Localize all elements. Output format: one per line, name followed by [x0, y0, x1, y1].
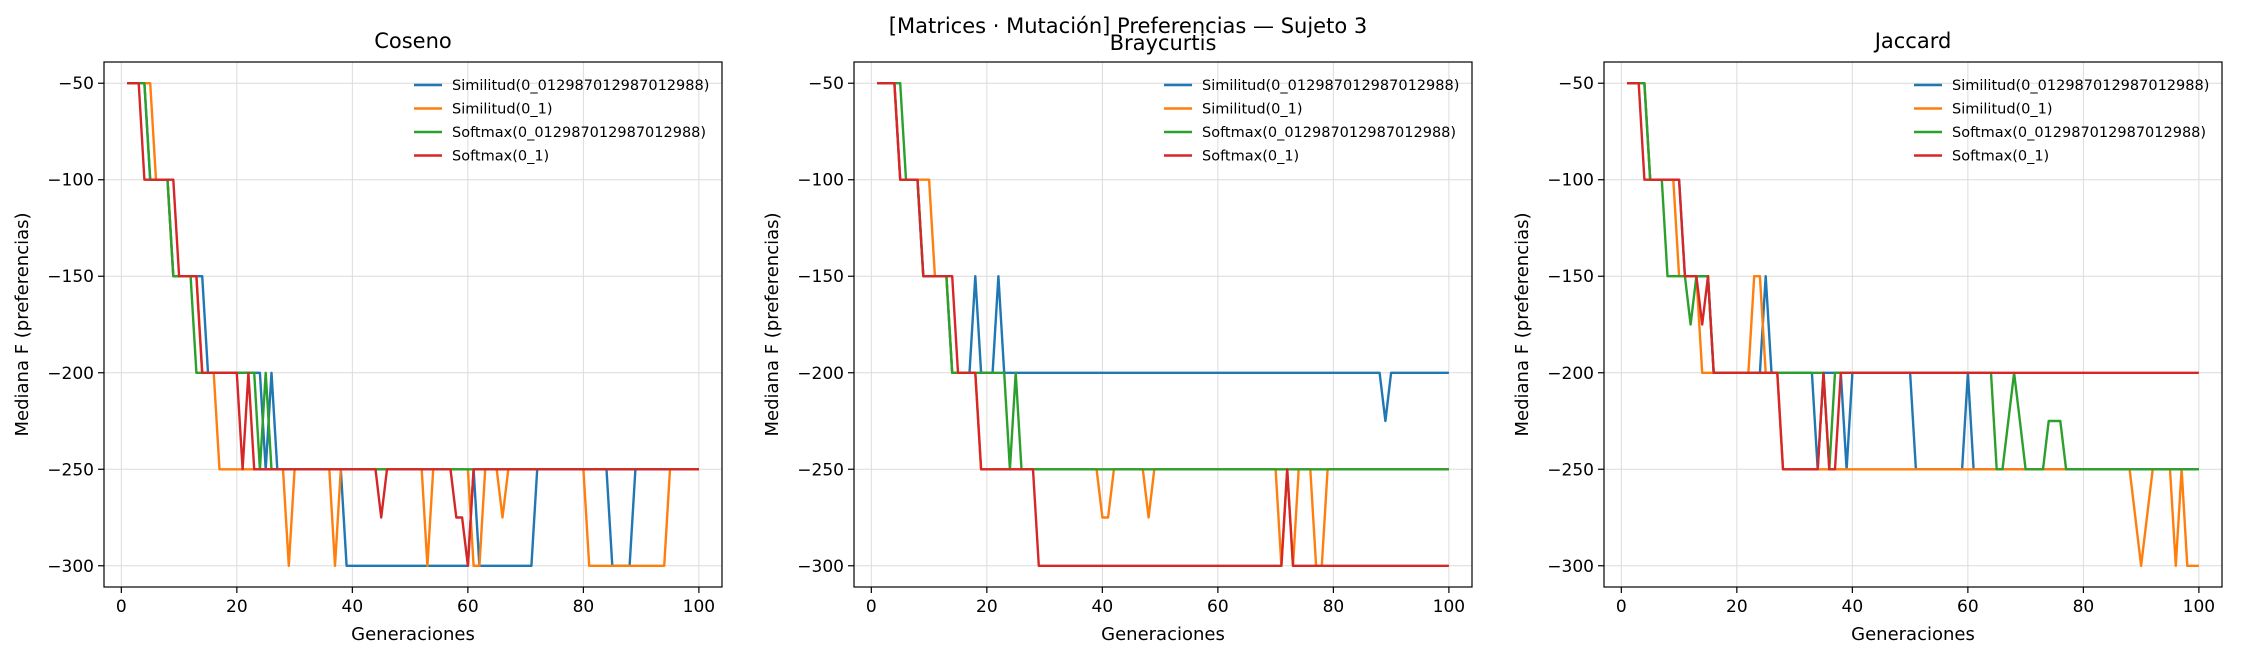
- legend-label: Softmax(0_1): [452, 149, 549, 165]
- legend: Similitud(0_012987012987012988) Similitud…: [1914, 78, 2209, 165]
- x-axis-label: Generaciones: [1101, 624, 1225, 645]
- legend: Similitud(0_012987012987012988) Similitud…: [1164, 78, 1459, 165]
- y-tick-label: −200: [47, 364, 94, 384]
- legend-label: Softmax(0_012987012987012988): [1202, 125, 1456, 141]
- y-axis-label: Mediana F (preferencias): [1512, 212, 1533, 436]
- x-tick-label: 100: [1433, 597, 1465, 617]
- x-tick-label: 60: [1207, 597, 1229, 617]
- legend-label: Similitud(0_012987012987012988): [1202, 78, 1459, 94]
- y-tick-label: −250: [47, 460, 94, 480]
- x-tick-label: 0: [116, 597, 127, 617]
- y-axis-label: Mediana F (preferencias): [762, 212, 783, 436]
- axes-frame: [1603, 61, 2223, 588]
- x-tick-label: 80: [1323, 597, 1345, 617]
- x-tick-label: 20: [976, 597, 998, 617]
- y-tick-label: −100: [47, 171, 94, 191]
- subplot-2: 0 20 40 60 80 100 −50 −100 −150 −200 −250 −300 Jacca…: [1512, 29, 2223, 645]
- legend-label: Similitud(0_1): [452, 102, 553, 118]
- legend-label: Softmax(0_012987012987012988): [452, 125, 706, 141]
- y-tick-label: −200: [797, 364, 844, 384]
- y-tick-label: −250: [1547, 460, 1594, 480]
- y-tick-label: −50: [808, 74, 844, 94]
- subplot-0: 0 20 40 60 80 100 −50 −100 −150 −200 −250 −300 Cosen…: [12, 29, 723, 645]
- y-tick-label: −150: [1547, 267, 1594, 287]
- y-tick-label: −150: [797, 267, 844, 287]
- x-tick-label: 40: [1092, 597, 1114, 617]
- x-tick-label: 100: [2183, 597, 2215, 617]
- x-tick-label: 80: [573, 597, 595, 617]
- x-tick-label: 40: [342, 597, 364, 617]
- legend-label: Similitud(0_1): [1952, 102, 2053, 118]
- x-tick-label: 40: [1842, 597, 1864, 617]
- subplot-1: 0 20 40 60 80 100 −50 −100 −150 −200 −250 −300 Brayc…: [762, 31, 1473, 645]
- legend-label: Similitud(0_012987012987012988): [452, 78, 709, 94]
- y-tick-label: −50: [1558, 74, 1594, 94]
- axes-frame: [103, 61, 723, 588]
- legend: Similitud(0_012987012987012988) Similitud…: [414, 78, 709, 165]
- y-tick-label: −250: [797, 460, 844, 480]
- subplot-title: Jaccard: [1873, 29, 1952, 53]
- legend-label: Similitud(0_012987012987012988): [1952, 78, 2209, 94]
- x-tick-label: 20: [226, 597, 248, 617]
- series-line-3: [127, 82, 699, 567]
- x-tick-label: 0: [866, 597, 877, 617]
- legend-label: Similitud(0_1): [1202, 102, 1303, 118]
- y-tick-label: −50: [58, 74, 94, 94]
- legend-label: Softmax(0_1): [1202, 149, 1299, 165]
- y-axis-label: Mediana F (preferencias): [12, 212, 33, 436]
- series-line-2: [127, 82, 699, 471]
- x-tick-label: 0: [1616, 597, 1627, 617]
- y-tick-label: −150: [47, 267, 94, 287]
- x-axis-label: Generaciones: [1851, 624, 1975, 645]
- series-line-1: [1627, 82, 2199, 567]
- y-tick-label: −300: [797, 557, 844, 577]
- y-tick-label: −300: [47, 557, 94, 577]
- legend-label: Softmax(0_012987012987012988): [1952, 125, 2206, 141]
- y-tick-label: −100: [797, 171, 844, 191]
- x-tick-label: 80: [2073, 597, 2095, 617]
- legend-label: Softmax(0_1): [1952, 149, 2049, 165]
- subplot-title: Coseno: [374, 29, 452, 53]
- x-tick-label: 60: [457, 597, 479, 617]
- figure-suptitle: [Matrices · Mutación] Preferencias — Suj…: [889, 14, 1367, 38]
- x-tick-label: 100: [683, 597, 715, 617]
- x-tick-label: 20: [1726, 597, 1748, 617]
- x-axis-label: Generaciones: [351, 624, 475, 645]
- series-line-3: [1627, 82, 2199, 471]
- y-tick-label: −100: [1547, 171, 1594, 191]
- axes-frame: [853, 61, 1473, 588]
- y-tick-label: −300: [1547, 557, 1594, 577]
- x-tick-label: 60: [1957, 597, 1979, 617]
- y-tick-label: −200: [1547, 364, 1594, 384]
- series-line-3: [877, 82, 1449, 567]
- subplot-title: Braycurtis: [1110, 31, 1217, 55]
- series-line-2: [1627, 82, 2199, 471]
- series-line-2: [877, 82, 1449, 471]
